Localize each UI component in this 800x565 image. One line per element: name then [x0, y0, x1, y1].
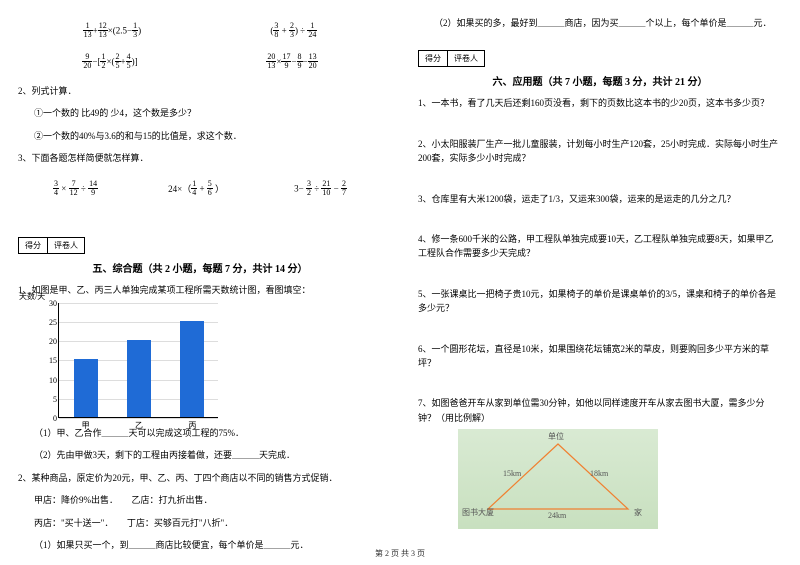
chart-bar — [74, 359, 98, 417]
score-box-5: 得分 评卷人 — [18, 237, 85, 254]
formula-row-3: 34 × 712 ÷ 149 24×（14 + 56 ） 3− 32 ÷ 211… — [18, 180, 382, 197]
tri-br: 家 — [634, 507, 642, 518]
chart-ytick: 15 — [43, 356, 57, 365]
chart-ytick: 20 — [43, 337, 57, 346]
formula-6: 24×（14 + 56 ） — [168, 180, 224, 197]
q6-3: 3、仓库里有大米1200袋，运走了1/3，又运来300袋，运来的是运走的几分之几… — [418, 192, 782, 206]
q2-title: 2、列式计算． — [18, 84, 382, 98]
section-6-title: 六、应用题（共 7 小题，每题 3 分，共计 21 分） — [418, 73, 782, 88]
chart-ylabel: 天数/天 — [19, 291, 45, 302]
chart-ytick: 30 — [43, 299, 57, 308]
formula-row-1: 113+1213×(2.5−13) (38 + 23) ÷ 124 — [18, 22, 382, 39]
formula-5: 34 × 712 ÷ 149 — [53, 180, 98, 197]
q6-1: 1、一本书，看了几天后还剩160页没看，剩下的页数比这本书的少20页，这本书多少… — [418, 96, 782, 110]
chart-ytick: 10 — [43, 376, 57, 385]
score-label: 得分 — [19, 238, 48, 253]
section-5-title: 五、综合题（共 2 小题，每题 7 分，共计 14 分） — [18, 260, 382, 275]
formula-3: 920−[12×(25+45)] — [82, 53, 137, 70]
q5-2-a: 甲店：降价9%出售． 乙店：打九折出售． — [18, 493, 382, 507]
q5-1-intro: 1、如图是甲、乙、丙三人单独完成某项工程所需天数统计图，看图填空： — [18, 283, 382, 297]
tri-top: 单位 — [548, 431, 564, 442]
score-box-6: 得分 评卷人 — [418, 50, 485, 67]
score-label: 得分 — [419, 51, 448, 66]
q5-2-intro: 2、某种商品，原定价为20元，甲、乙、丙、丁四个商店以不同的销售方式促销． — [18, 471, 382, 485]
q6-2: 2、小太阳服装厂生产一批儿童服装，计划每小时生产120套，25小时完成．实际每小… — [418, 137, 782, 166]
formula-row-2: 920−[12×(25+45)] 2013×179−89−1320 — [18, 53, 382, 70]
q5-1-b: （2）先由甲做3天，剩下的工程由丙接着做，还要＿＿＿天完成． — [18, 448, 382, 462]
chart-ytick: 0 — [43, 414, 57, 423]
tri-left-side: 15km — [503, 469, 521, 478]
formula-4: 2013×179−89−1320 — [266, 53, 317, 70]
q5-2-d: （2）如果买的多，最好到＿＿＿商店，因为买＿＿＿个以上，每个单价是＿＿＿元． — [418, 16, 782, 30]
q5-2-b: 丙店："买十送一"． 丁店：买够百元打"八折"． — [18, 516, 382, 530]
chart-ytick: 25 — [43, 318, 57, 327]
grader-label: 评卷人 — [48, 238, 84, 253]
page-footer: 第 2 页 共 3 页 — [0, 548, 800, 559]
grader-label: 评卷人 — [448, 51, 484, 66]
tri-bottom: 24km — [548, 511, 566, 520]
q6-5: 5、一张课桌比一把椅子贵10元，如果椅子的单价是课桌单价的3/5，课桌和椅子的单… — [418, 287, 782, 316]
formula-7: 3− 32 ÷ 2110 − 27 — [294, 180, 347, 197]
triangle-diagram: 单位 15km 18km 24km 图书大厦 家 — [458, 429, 658, 529]
q6-6: 6、一个圆形花坛，直径是10米，如果围绕花坛铺宽2米的草皮，则要购回多少平方米的… — [418, 342, 782, 371]
q3-title: 3、下面各题怎样简便就怎样算． — [18, 151, 382, 165]
bar-chart: 天数/天 051015202530甲乙丙 — [58, 303, 218, 418]
chart-xlabel: 甲 — [74, 420, 98, 431]
chart-bar — [180, 321, 204, 417]
formula-1: 113+1213×(2.5−13) — [83, 22, 141, 39]
chart-xlabel: 丙 — [180, 420, 204, 431]
chart-bar — [127, 340, 151, 417]
q2-2: ②一个数的40%与3.6的和与15的比值是，求这个数． — [18, 129, 382, 143]
q2-1: ①一个数的 比49的 少4，这个数是多少？ — [18, 106, 382, 120]
chart-ytick: 5 — [43, 395, 57, 404]
right-column: （2）如果买的多，最好到＿＿＿商店，因为买＿＿＿个以上，每个单价是＿＿＿元． 得… — [400, 0, 800, 540]
q6-7: 7、如图爸爸开车从家到单位需30分钟，如他以同样速度开车从家去图书大厦，需多少分… — [418, 396, 782, 425]
chart-xlabel: 乙 — [127, 420, 151, 431]
tri-bl: 图书大厦 — [462, 507, 494, 518]
formula-2: (38 + 23) ÷ 124 — [270, 22, 317, 39]
tri-right-side: 18km — [590, 469, 608, 478]
q6-4: 4、修一条600千米的公路，甲工程队单独完成要10天，乙工程队单独完成要8天，如… — [418, 232, 782, 261]
left-column: 113+1213×(2.5−13) (38 + 23) ÷ 124 920−[1… — [0, 0, 400, 540]
